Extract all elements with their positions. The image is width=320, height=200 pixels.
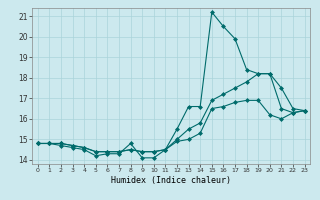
X-axis label: Humidex (Indice chaleur): Humidex (Indice chaleur) [111, 176, 231, 185]
